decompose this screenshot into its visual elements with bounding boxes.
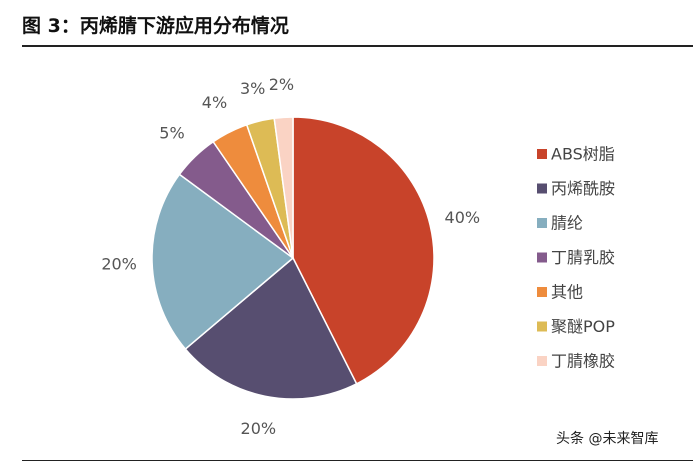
- legend-swatch: [537, 218, 547, 228]
- legend-label: ABS树脂: [551, 145, 615, 164]
- title-divider: [22, 45, 693, 47]
- pie-slice: [292, 116, 435, 385]
- legend-swatch: [537, 321, 547, 332]
- legend-label: 其他: [551, 283, 583, 302]
- pie-slice: [151, 173, 295, 351]
- pie-slice: [184, 256, 358, 400]
- bottom-divider: [22, 460, 693, 461]
- slice-data-label: 40%: [445, 208, 481, 227]
- slice-data-label: 5%: [159, 123, 184, 142]
- legend-swatch: [537, 183, 547, 194]
- legend-label: 丁腈乳胶: [551, 248, 615, 267]
- pie-slices: [151, 116, 435, 400]
- slice-data-label: 2%: [269, 75, 294, 94]
- legend-label: 丙烯酰胺: [551, 179, 615, 198]
- pie-data-labels: 40% 20% 20% 5% 4% 3% 2%: [101, 75, 480, 438]
- legend-swatch: [537, 149, 547, 159]
- watermark: 头条 @未来智库: [556, 431, 659, 447]
- slice-data-label: 20%: [241, 419, 277, 438]
- slice-data-label: 4%: [202, 93, 227, 112]
- slice-data-label: 20%: [101, 254, 137, 273]
- pie-slice: [273, 116, 294, 259]
- legend-label: 丁腈橡胶: [551, 352, 615, 371]
- legend-label: 聚醚POP: [551, 317, 615, 336]
- legend-swatch: [537, 252, 547, 263]
- legend-label: 腈纶: [551, 214, 583, 233]
- slice-data-label: 3%: [240, 79, 265, 98]
- legend-swatch: [537, 356, 547, 366]
- legend-swatch: [537, 287, 547, 297]
- page-title: 图 3：丙烯腈下游应用分布情况: [22, 15, 289, 37]
